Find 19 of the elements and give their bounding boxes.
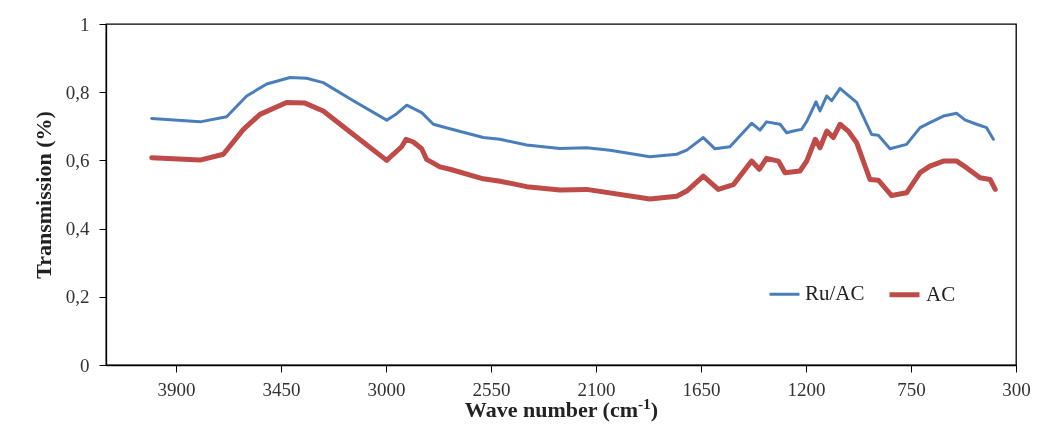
y-axis-title: Transmission (%) (30, 111, 56, 279)
legend-label: Ru/AC (805, 281, 865, 306)
x-tick-label: 3000 (367, 378, 406, 400)
x-tick-label: 2100 (577, 378, 616, 400)
x-tick-label: 2550 (472, 378, 511, 400)
y-tick-label: 1 (80, 13, 90, 35)
x-tick-label: 3900 (157, 378, 196, 400)
x-tick-label: 3450 (262, 378, 301, 400)
x-tick-label: 300 (1002, 378, 1031, 400)
line-series (150, 76, 995, 159)
x-tick-label: 1200 (787, 378, 826, 400)
y-tick-label: 0 (80, 354, 90, 376)
legend-label: AC (926, 281, 956, 306)
y-tick-label: 0,6 (65, 149, 90, 171)
y-tick-label: 0,2 (65, 286, 90, 308)
y-tick-label: 0,8 (65, 81, 90, 103)
y-tick-label: 0,4 (65, 218, 90, 240)
x-tick-label: 1650 (682, 378, 721, 400)
x-tick-label: 750 (897, 378, 926, 400)
